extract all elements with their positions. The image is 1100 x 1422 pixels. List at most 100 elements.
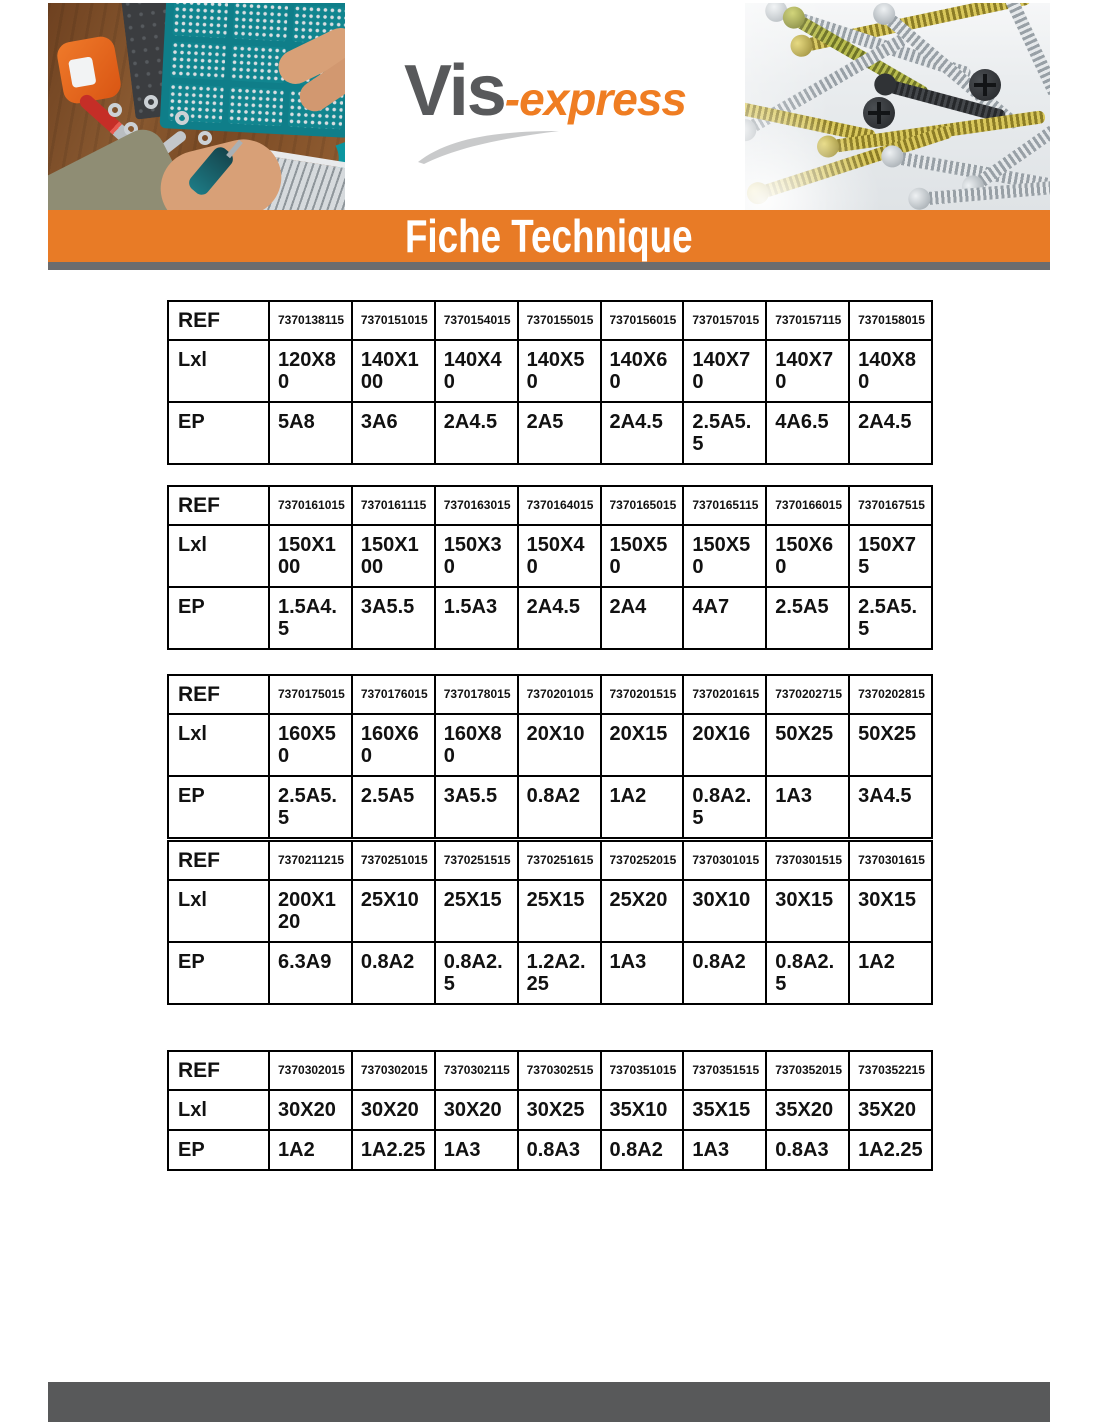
ref-cell: 7370175015 xyxy=(268,674,353,715)
ep-cell: 0.8A2 xyxy=(599,1129,685,1171)
ref-cell: 7370161115 xyxy=(350,485,436,526)
ref-row: REF 7370175015 7370176015 7370178015 7370201… xyxy=(167,674,933,715)
ep-cell: 2A4.5 xyxy=(433,401,519,465)
ref-cell: 7370301515 xyxy=(765,840,851,881)
ep-cell: 2A4.5 xyxy=(848,401,933,465)
ep-cell: 2.5A5.5 xyxy=(682,401,768,465)
lxl-cell: 25X20 xyxy=(599,879,685,943)
logo-swoosh xyxy=(418,130,559,164)
lxl-cell: 140X80 xyxy=(848,339,933,403)
ref-cell: 7370301615 xyxy=(848,840,933,881)
ref-cell: 7370301015 xyxy=(682,840,768,881)
ref-cell: 7370302015 xyxy=(268,1050,353,1091)
ref-cell: 7370157015 xyxy=(682,300,768,341)
ref-cell: 7370163015 xyxy=(433,485,519,526)
ref-row-label: REF xyxy=(167,485,270,526)
washer-shape xyxy=(144,95,158,109)
ref-cell: 7370138115 xyxy=(268,300,353,341)
ep-cell: 2A4 xyxy=(599,586,685,650)
ref-cell: 7370176015 xyxy=(350,674,436,715)
lxl-cell: 150X75 xyxy=(848,524,933,588)
ref-cell: 7370201615 xyxy=(682,674,768,715)
ref-cell: 7370165115 xyxy=(682,485,768,526)
ep-cell: 3A4.5 xyxy=(848,775,933,839)
vis-express-logo: Vis -express xyxy=(404,50,687,132)
lxl-cell: 20X10 xyxy=(516,713,602,777)
lxl-cell: 140X100 xyxy=(350,339,436,403)
lxl-cell: 150X100 xyxy=(350,524,436,588)
ep-cell: 1A2.25 xyxy=(848,1129,933,1171)
ref-cell: 7370302015 xyxy=(350,1050,436,1091)
lxl-cell: 160X80 xyxy=(433,713,519,777)
ref-cell: 7370251615 xyxy=(516,840,602,881)
ref-cell: 7370302515 xyxy=(516,1050,602,1091)
ref-cell: 7370155015 xyxy=(516,300,602,341)
ref-cell: 7370154015 xyxy=(433,300,519,341)
ep-cell: 0.8A3 xyxy=(765,1129,851,1171)
lxl-cell: 150X50 xyxy=(599,524,685,588)
spec-table-4: REF 7370211215 7370251015 7370251515 7370251… xyxy=(167,840,933,1005)
ep-cell: 1A3 xyxy=(599,941,685,1005)
ep-cell: 6.3A9 xyxy=(268,941,353,1005)
screw-shape xyxy=(972,93,1050,190)
ep-row: EP 1.5A4.5 3A5.5 1.5A3 2A4.5 2A4 4A7 2.5A5 2.5A5… xyxy=(167,586,933,650)
page-title: Fiche Technique xyxy=(405,210,693,262)
ref-cell: 7370201515 xyxy=(599,674,685,715)
ref-row-label: REF xyxy=(167,840,270,881)
ep-row-label: EP xyxy=(167,586,270,650)
lxl-cell: 25X15 xyxy=(433,879,519,943)
ref-cell: 7370166015 xyxy=(765,485,851,526)
ep-cell: 4A7 xyxy=(682,586,768,650)
lxl-cell: 140X50 xyxy=(516,339,602,403)
ep-cell: 4A6.5 xyxy=(765,401,851,465)
ref-cell: 7370167515 xyxy=(848,485,933,526)
ep-row-label: EP xyxy=(167,401,270,465)
tables-container: REF 7370138115 7370151015 7370154015 7370155… xyxy=(167,0,933,1180)
ref-cell: 7370352015 xyxy=(765,1050,851,1091)
lxl-cell: 30X15 xyxy=(765,879,851,943)
lxl-cell: 140X70 xyxy=(765,339,851,403)
ep-cell: 0.8A2 xyxy=(350,941,436,1005)
banner-divider xyxy=(48,262,1050,270)
ref-cell: 7370251015 xyxy=(350,840,436,881)
ref-cell: 7370157115 xyxy=(765,300,851,341)
lxl-row: Lxl 150X100 150X100 150X30 150X40 150X50 150X5… xyxy=(167,524,933,588)
title-banner: Fiche Technique xyxy=(48,210,1050,262)
lxl-cell: 150X50 xyxy=(682,524,768,588)
lxl-cell: 140X70 xyxy=(682,339,768,403)
ep-cell: 2.5A5 xyxy=(765,586,851,650)
washer-shape xyxy=(175,111,189,125)
ep-cell: 2.5A5 xyxy=(350,775,436,839)
ep-cell: 1.2A2.25 xyxy=(516,941,602,1005)
screws-photo xyxy=(745,3,1050,210)
lxl-cell: 25X15 xyxy=(516,879,602,943)
ep-cell: 1.5A4.5 xyxy=(268,586,353,650)
lxl-row: Lxl 160X50 160X60 160X80 20X10 20X15 20X16 50X2… xyxy=(167,713,933,777)
ep-cell: 5A8 xyxy=(268,401,353,465)
ep-cell: 1A2 xyxy=(268,1129,353,1171)
lxl-cell: 120X80 xyxy=(268,339,353,403)
lxl-cell: 20X16 xyxy=(682,713,768,777)
ref-row-label: REF xyxy=(167,300,270,341)
ep-cell: 2A5 xyxy=(516,401,602,465)
lxl-cell: 30X25 xyxy=(516,1089,602,1131)
ep-cell: 0.8A2.5 xyxy=(433,941,519,1005)
ref-cell: 7370164015 xyxy=(516,485,602,526)
ref-cell: 7370352215 xyxy=(848,1050,933,1091)
screw-shape xyxy=(922,177,1050,206)
ref-cell: 7370178015 xyxy=(433,674,519,715)
lxl-cell: 140X40 xyxy=(433,339,519,403)
ep-row: EP 5A8 3A6 2A4.5 2A5 2A4.5 2.5A5.5 4A6.5 2A4.5 xyxy=(167,401,933,465)
lxl-row-label: Lxl xyxy=(167,713,270,777)
ep-cell: 0.8A2 xyxy=(682,941,768,1005)
ref-row-label: REF xyxy=(167,1050,270,1091)
ref-cell: 7370211215 xyxy=(268,840,353,881)
lxl-cell: 30X20 xyxy=(433,1089,519,1131)
lxl-cell: 150X40 xyxy=(516,524,602,588)
ep-cell: 0.8A2.5 xyxy=(765,941,851,1005)
ref-row: REF 7370161015 7370161115 7370163015 7370164… xyxy=(167,485,933,526)
ref-row-label: REF xyxy=(167,674,270,715)
lxl-cell: 20X15 xyxy=(599,713,685,777)
ref-cell: 7370151015 xyxy=(350,300,436,341)
ep-cell: 2A4.5 xyxy=(516,586,602,650)
